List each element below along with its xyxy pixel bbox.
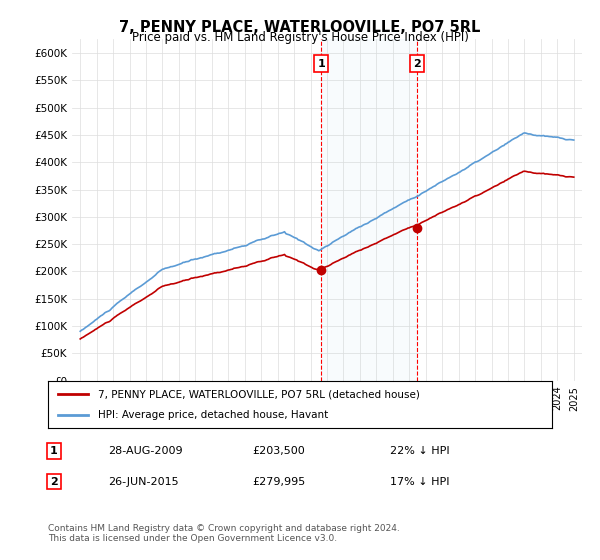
Bar: [321, 39, 417, 381]
Text: 28-AUG-2009: 28-AUG-2009: [108, 446, 182, 456]
Text: 1: 1: [50, 446, 58, 456]
Text: £279,995: £279,995: [252, 477, 305, 487]
Text: Contains HM Land Registry data © Crown copyright and database right 2024.
This d: Contains HM Land Registry data © Crown c…: [48, 524, 400, 543]
Text: 2: 2: [413, 59, 421, 69]
Text: 17% ↓ HPI: 17% ↓ HPI: [390, 477, 449, 487]
Text: 1: 1: [317, 59, 325, 69]
Text: HPI: Average price, detached house, Havant: HPI: Average price, detached house, Hava…: [98, 410, 329, 420]
Text: 7, PENNY PLACE, WATERLOOVILLE, PO7 5RL (detached house): 7, PENNY PLACE, WATERLOOVILLE, PO7 5RL (…: [98, 389, 420, 399]
Text: 7, PENNY PLACE, WATERLOOVILLE, PO7 5RL: 7, PENNY PLACE, WATERLOOVILLE, PO7 5RL: [119, 20, 481, 35]
Text: 26-JUN-2015: 26-JUN-2015: [108, 477, 179, 487]
Text: 2: 2: [50, 477, 58, 487]
Text: 22% ↓ HPI: 22% ↓ HPI: [390, 446, 449, 456]
Text: £203,500: £203,500: [252, 446, 305, 456]
Text: Price paid vs. HM Land Registry's House Price Index (HPI): Price paid vs. HM Land Registry's House …: [131, 31, 469, 44]
